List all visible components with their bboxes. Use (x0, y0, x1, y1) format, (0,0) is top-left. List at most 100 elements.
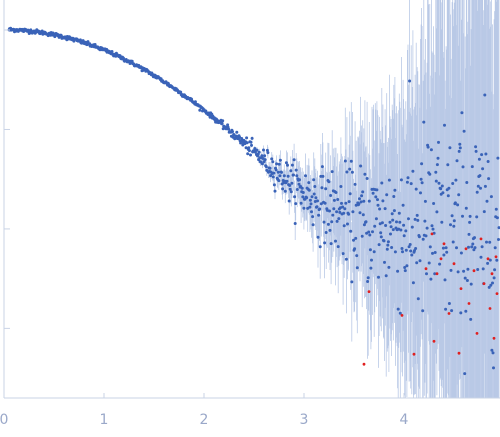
data-point (263, 158, 267, 162)
data-point (342, 211, 346, 215)
data-point (410, 253, 414, 257)
data-point (249, 153, 252, 157)
data-point (461, 214, 464, 218)
data-point (483, 184, 487, 188)
axes (3, 0, 500, 399)
data-point (250, 143, 253, 147)
data-point (388, 220, 392, 224)
data-point (359, 164, 363, 168)
data-point (309, 202, 313, 206)
data-point (299, 201, 303, 205)
data-point (324, 231, 328, 234)
data-point (346, 222, 349, 226)
data-point (398, 220, 402, 224)
outlier-point (495, 292, 499, 295)
data-point (390, 212, 394, 216)
data-point (302, 206, 306, 210)
data-point (416, 218, 420, 222)
data-point (465, 181, 469, 184)
data-point (426, 145, 430, 149)
data-point (454, 178, 458, 182)
data-point (358, 197, 361, 201)
data-point (429, 148, 433, 152)
data-point (487, 177, 491, 181)
data-point (336, 198, 340, 201)
data-point (380, 221, 384, 225)
data-point (402, 223, 406, 227)
data-point (377, 243, 381, 247)
data-point (414, 247, 418, 250)
data-points (7, 26, 500, 376)
data-point (370, 258, 373, 262)
data-point (249, 140, 253, 144)
data-point (456, 270, 460, 274)
data-point (338, 210, 342, 214)
data-point (364, 220, 368, 224)
data-point (443, 123, 446, 127)
data-point (355, 266, 359, 270)
data-point (294, 168, 298, 172)
data-point (278, 174, 282, 178)
outlier-point (464, 247, 468, 251)
data-point (232, 133, 236, 137)
data-point (320, 165, 324, 169)
data-point (371, 191, 375, 195)
data-point (293, 222, 297, 225)
data-point (489, 195, 493, 199)
data-point (298, 178, 301, 182)
data-point (329, 194, 333, 197)
outlier-point (442, 242, 446, 246)
data-point (494, 207, 498, 211)
outlier-point (435, 272, 439, 276)
data-point (491, 351, 495, 355)
data-point (414, 187, 418, 191)
data-point (331, 213, 335, 217)
data-point (459, 251, 463, 255)
data-point (393, 188, 397, 192)
data-point (484, 152, 488, 156)
data-point (334, 191, 338, 194)
data-point (337, 217, 341, 221)
data-point (409, 182, 413, 186)
data-point (353, 247, 357, 251)
data-point (464, 309, 468, 313)
data-point (391, 228, 395, 232)
data-point (434, 179, 438, 183)
data-point (294, 202, 298, 206)
data-point (479, 186, 482, 190)
x-tick-label: 3 (300, 412, 309, 428)
data-point (446, 194, 450, 198)
data-point (322, 220, 326, 224)
data-point (316, 199, 319, 203)
data-point (461, 165, 465, 169)
data-point (348, 167, 352, 171)
data-point (492, 366, 495, 370)
data-point (361, 190, 365, 194)
data-point (450, 309, 454, 313)
data-point (235, 130, 239, 134)
data-point (415, 261, 419, 265)
data-point (283, 189, 287, 193)
data-point (93, 43, 97, 46)
data-point (297, 182, 301, 186)
data-point (292, 173, 295, 177)
data-point (371, 230, 374, 234)
data-point (474, 145, 478, 149)
data-point (179, 90, 183, 94)
data-point (260, 162, 264, 166)
data-point (405, 264, 409, 268)
data-point (483, 93, 487, 97)
data-point (86, 40, 90, 44)
data-point (492, 276, 496, 280)
data-point (308, 205, 312, 209)
data-point (479, 255, 483, 259)
x-tick-label: 2 (200, 412, 209, 428)
data-point (474, 149, 478, 153)
outlier-point (475, 332, 479, 335)
data-point (458, 142, 462, 146)
data-point (464, 206, 468, 210)
data-point (341, 205, 345, 209)
data-point (411, 281, 415, 285)
data-point (467, 232, 471, 236)
data-point (457, 149, 461, 153)
